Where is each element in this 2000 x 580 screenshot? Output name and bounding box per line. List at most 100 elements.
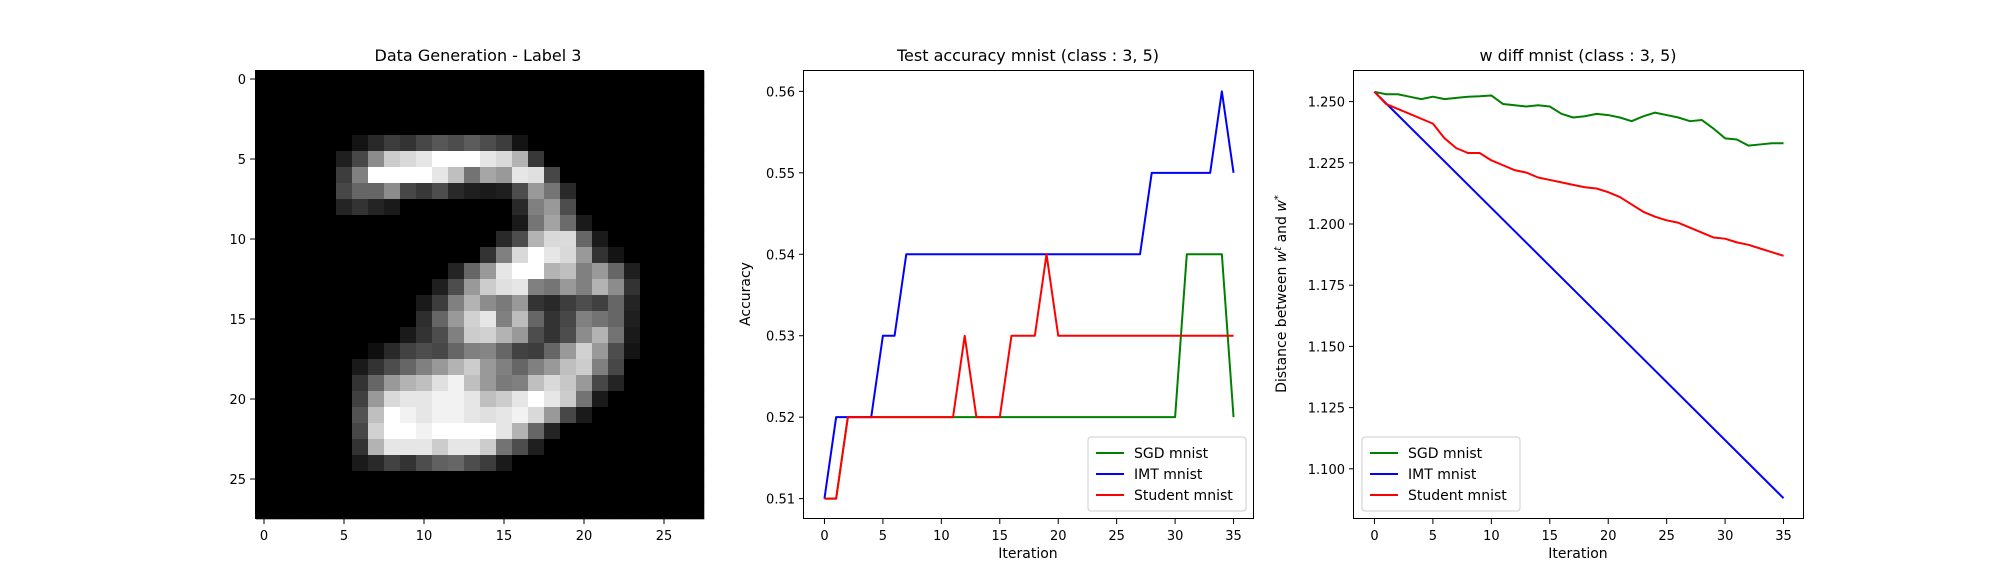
image-pixel	[544, 295, 561, 312]
image-pixel	[304, 423, 321, 440]
image-pixel	[640, 375, 657, 392]
image-pixel	[512, 487, 529, 504]
image-pixel	[672, 439, 689, 456]
image-pixel	[256, 183, 273, 200]
wd-legend-label-0: SGD mnist	[1408, 446, 1483, 462]
image-pixel	[400, 103, 417, 120]
image-panel-title: Data Generation - Label 3	[375, 46, 582, 65]
image-pixel	[688, 199, 705, 216]
image-pixel	[576, 151, 593, 168]
wd-y-tick-label: 1.150	[1308, 340, 1345, 355]
image-pixel	[528, 71, 545, 88]
image-pixel	[320, 439, 337, 456]
image-pixel	[560, 343, 577, 360]
image-pixel	[640, 455, 657, 472]
image-pixel	[672, 167, 689, 184]
image-pixel	[336, 375, 353, 392]
image-pixel	[448, 231, 465, 248]
image-pixel	[656, 231, 673, 248]
image-pixel	[688, 327, 705, 344]
image-pixel	[464, 391, 481, 408]
image-pixel	[272, 375, 289, 392]
image-pixel	[560, 455, 577, 472]
image-pixel	[480, 87, 497, 104]
image-pixel	[640, 343, 657, 360]
image-pixel	[288, 87, 305, 104]
image-pixel	[480, 183, 497, 200]
image-pixel	[384, 183, 401, 200]
image-pixel	[640, 471, 657, 488]
image-pixel	[512, 135, 529, 152]
image-pixel	[304, 375, 321, 392]
image-pixel	[608, 407, 625, 424]
image-pixel	[400, 327, 417, 344]
image-pixel	[448, 375, 465, 392]
image-pixel	[304, 87, 321, 104]
image-pixel	[432, 391, 449, 408]
image-pixel	[416, 503, 433, 520]
accuracy-x-label: Iteration	[998, 546, 1057, 562]
image-pixel	[480, 455, 497, 472]
image-pixel	[368, 439, 385, 456]
image-pixel	[384, 151, 401, 168]
image-pixel	[576, 279, 593, 296]
image-pixel	[416, 263, 433, 280]
image-pixel	[688, 103, 705, 120]
image-pixel	[496, 391, 513, 408]
image-pixel	[272, 391, 289, 408]
image-pixel	[592, 135, 609, 152]
image-pixel	[304, 327, 321, 344]
image-pixel	[256, 167, 273, 184]
image-pixel	[416, 215, 433, 232]
image-pixel	[432, 343, 449, 360]
image-pixel	[336, 311, 353, 328]
image-pixel	[528, 263, 545, 280]
image-pixel	[272, 231, 289, 248]
image-pixel	[544, 343, 561, 360]
image-pixel	[464, 375, 481, 392]
image-pixel	[368, 87, 385, 104]
image-pixel	[320, 375, 337, 392]
image-pixel	[448, 455, 465, 472]
image-pixel	[272, 327, 289, 344]
wd-legend-frame	[1361, 436, 1521, 512]
image-pixel	[656, 119, 673, 136]
image-pixel	[528, 503, 545, 520]
image-pixel	[384, 231, 401, 248]
image-pixel	[448, 71, 465, 88]
image-pixel	[560, 135, 577, 152]
image-pixel	[464, 263, 481, 280]
wd-legend-label-1: IMT mnist	[1408, 467, 1477, 483]
image-pixel	[640, 135, 657, 152]
image-pixel	[496, 407, 513, 424]
image-pixel	[288, 503, 305, 520]
image-pixel	[400, 135, 417, 152]
image-pixel	[688, 471, 705, 488]
image-pixel	[528, 359, 545, 376]
image-pixel	[416, 119, 433, 136]
image-pixel	[464, 311, 481, 328]
image-pixel	[528, 183, 545, 200]
image-pixel	[352, 375, 369, 392]
image-pixel	[496, 279, 513, 296]
image-pixel	[464, 439, 481, 456]
image-pixel	[400, 311, 417, 328]
image-pixel	[688, 423, 705, 440]
image-pixel	[368, 423, 385, 440]
image-pixel	[336, 199, 353, 216]
image-pixel	[384, 439, 401, 456]
image-pixel	[352, 263, 369, 280]
image-pixel	[432, 455, 449, 472]
wdiff-x-label: Iteration	[1548, 546, 1607, 562]
image-pixel	[272, 167, 289, 184]
image-pixel	[528, 375, 545, 392]
image-pixel	[256, 215, 273, 232]
image-pixel	[512, 279, 529, 296]
image-pixel	[320, 311, 337, 328]
image-pixel	[464, 455, 481, 472]
image-pixel	[576, 343, 593, 360]
image-pixel	[672, 103, 689, 120]
image-pixel	[672, 119, 689, 136]
image-pixel	[480, 279, 497, 296]
image-pixel	[320, 151, 337, 168]
